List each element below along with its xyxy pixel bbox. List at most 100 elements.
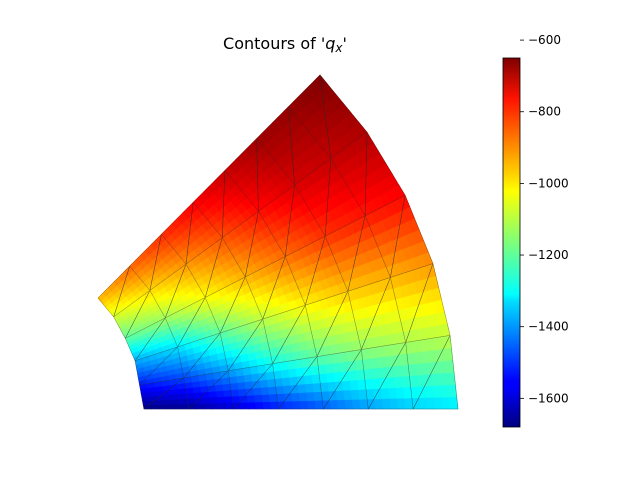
contour-cell [317,364,327,375]
title-suffix: ' [342,34,347,53]
contour-cell [305,383,315,393]
contour-cell [303,374,314,385]
contour-cell [223,389,233,397]
colorbar-tick-label: −600 [528,33,561,47]
contour-cell [288,367,298,378]
contour-cell [269,401,279,410]
colorbar-ticks: −600 −800 −1000 −1200 −1400 −1600 [520,33,569,405]
contour-cell [348,369,358,381]
contour-cell [295,366,305,377]
contour-cell [332,362,342,373]
colorbar [502,57,521,428]
contour-cell [214,383,224,392]
contour-cell [267,386,277,395]
contour-cell [341,370,351,382]
contour-cell [325,363,335,374]
colorbar-tick-label: −1000 [528,176,569,190]
contour-cell [319,381,330,392]
contour-cell [358,388,368,400]
mesh-triangle [161,201,194,265]
contour-cell [292,400,302,410]
contour-cell [164,399,174,405]
contour-cell [186,392,196,399]
contour-cell [313,391,323,401]
contour-cell [314,399,324,410]
contour-cell [208,390,218,398]
contour-cell [252,380,262,389]
contour-cell [200,391,210,399]
contour-cell [343,389,353,400]
chart-title: Contours of 'qx' [0,34,570,55]
contour-cell [324,353,334,365]
contour-cell [157,399,167,405]
contour-cell [246,394,256,403]
contour-cell [171,393,181,400]
contour-cell [150,404,160,410]
mesh-triangle [192,169,226,239]
contour-cell [310,364,320,376]
contour-cell [260,386,270,395]
contour-cell [307,400,317,410]
contour-cell [195,403,205,410]
contour-cell [274,377,284,387]
contour-cell [230,388,240,397]
contour-cell [329,399,339,410]
contour-cell [316,355,326,366]
contour-cell [232,402,242,410]
contour-cell [361,347,371,360]
contour-cell [335,390,346,401]
contour-cell [201,397,211,404]
contour-cell [277,400,287,410]
mesh-triangle [287,74,332,160]
contour-cell [217,402,227,410]
contour-cell [273,369,283,380]
contour-cell [336,399,347,410]
contour-cell [187,403,197,410]
mesh-triangle [129,233,162,292]
contour-cell [327,381,337,392]
mesh-triangle [97,265,130,318]
contour-cell [261,393,271,403]
contour-cell [297,383,307,394]
contour-cell [326,372,336,383]
contour-cell [354,359,365,371]
colorbar-tick-label: −1400 [528,320,569,334]
contour-cell [294,358,304,369]
contour-cell [306,391,316,401]
contour-cell [202,402,212,410]
contour-cell [276,393,286,402]
contour-cell [364,378,374,390]
contour-cell [224,395,234,404]
contour-cell [296,375,306,385]
contour-cell [357,378,367,390]
contour-cell [259,379,269,388]
contour-cell [165,403,175,410]
contour-cell [302,365,313,376]
contour-cell [291,392,301,402]
contour-cell [243,373,253,383]
contour-cell [301,357,312,368]
contour-cell [299,400,309,410]
contour-cell [349,379,359,391]
contour-cell [157,404,167,410]
contour-cell [142,400,152,406]
title-var: q [325,34,336,53]
contour-cell [222,383,232,391]
contour-cell [171,398,181,405]
contour-cell [237,381,247,390]
mesh-triangle [224,138,259,213]
mesh-triangle [256,106,295,186]
contour-cell [268,393,278,402]
contour-cell [245,387,255,396]
contour-cell [284,400,294,410]
contour-cell [236,374,246,384]
contour-cell [265,370,275,380]
contour-cell [346,350,356,362]
contour-cell [229,382,239,391]
contour-cell [320,390,331,401]
contour-cell [275,385,285,395]
contour-cell [338,351,349,363]
contour-cell [209,396,219,404]
contour-cell [281,376,291,387]
